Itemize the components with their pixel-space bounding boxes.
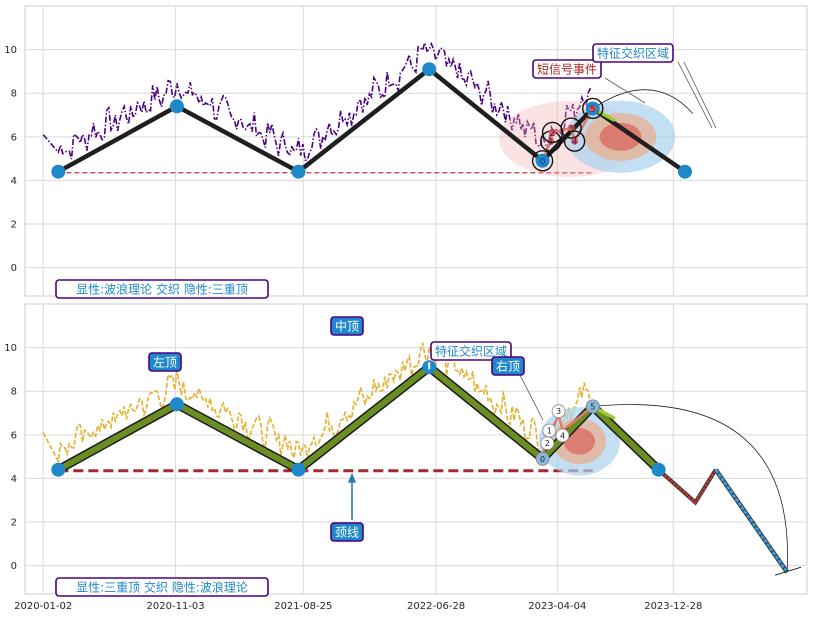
- wave-node: [169, 397, 184, 412]
- signal-label: 3: [556, 407, 561, 416]
- signal-ring: [555, 428, 570, 443]
- projection-red: [657, 468, 717, 505]
- signal-label: 5: [590, 105, 596, 115]
- right-top-annotation-box: [491, 356, 525, 376]
- wave-node: [291, 462, 306, 477]
- zone-arc: [592, 89, 694, 114]
- signal-ring: [563, 130, 586, 152]
- price-series-line: [42, 39, 592, 162]
- footer-label-box: [55, 279, 269, 299]
- x-tick-label: 2021-08-25: [274, 601, 332, 612]
- projection-blue: [714, 468, 789, 574]
- short-signal-annotation-box: [532, 59, 602, 79]
- signal-dot: [567, 124, 575, 132]
- annotation-pointer: [604, 77, 646, 104]
- x-axis: 2020-01-02 2020-11-03 2021-08-25 2022-06-28…: [14, 601, 702, 612]
- feature-zone-ellipse: [599, 122, 642, 151]
- projection-tick: [774, 566, 802, 576]
- y-tick-label: 8: [11, 89, 17, 100]
- y-tick-label: 2: [11, 518, 17, 529]
- x-tick-label: 2023-12-28: [644, 601, 702, 612]
- y-tick-label: 0: [11, 561, 17, 572]
- signal-ring: [585, 399, 600, 414]
- signal-dot: [589, 104, 597, 112]
- x-tick-label: 2020-11-03: [147, 601, 205, 612]
- signal-label: 4: [572, 138, 578, 148]
- y-tick-label: 10: [4, 45, 17, 56]
- wave-node: [291, 164, 306, 179]
- y-tick-label: 4: [11, 474, 17, 485]
- wave-node: [651, 462, 666, 477]
- signal-ring: [551, 404, 566, 419]
- signal-label: 0: [540, 157, 546, 167]
- signal-ring: [582, 97, 604, 120]
- price-series-line: [42, 342, 592, 465]
- feature-zone-annotation: 特征交织区域: [597, 46, 669, 61]
- plot-frame: [24, 5, 808, 297]
- wave-node: [535, 153, 550, 168]
- short-signal-annotation: 短信号事件: [537, 63, 597, 77]
- left-top-annotation: 左顶: [153, 355, 177, 370]
- signal-ring: [531, 150, 554, 172]
- signal-label: 2: [545, 439, 550, 448]
- y-tick-label: 0: [11, 263, 17, 274]
- middle-top-annotation-box: [330, 316, 364, 336]
- neckline-annotation-box: [330, 522, 364, 542]
- projection-arc: [592, 404, 788, 573]
- neckline-arrowhead: [348, 472, 356, 483]
- y-tick-label: 2: [11, 220, 17, 231]
- feature-zone-annotation: 特征交织区域: [435, 344, 507, 359]
- wave-node: [677, 164, 692, 179]
- y-tick-label: 6: [11, 132, 17, 143]
- footer-label: 显性:三重顶 交织 隐性:波浪理论: [76, 580, 248, 595]
- x-tick-label: 2022-06-28: [407, 601, 465, 612]
- y-tick-label: 8: [11, 387, 17, 398]
- left-top-annotation-box: [148, 352, 182, 372]
- signal-label: 1: [547, 426, 552, 435]
- annotation-pointer: [677, 61, 713, 129]
- footer-label: 显性:波浪理论 交织 隐性:三重顶: [76, 282, 248, 297]
- signal-label: 2: [550, 129, 556, 139]
- y-tick-label: 4: [11, 176, 17, 187]
- neckline-annotation: 颈线: [335, 526, 359, 540]
- middle-top-annotation: 中顶: [335, 319, 359, 334]
- signal-dot: [549, 128, 557, 136]
- wave-node: [169, 99, 184, 114]
- feature-zone-annotation-box: [430, 341, 512, 361]
- signal-ring: [560, 117, 582, 139]
- y-tick-label: 6: [11, 430, 17, 441]
- wave-node: [51, 462, 66, 477]
- feature-zone-annotation-box: [592, 43, 674, 63]
- signal-label: 4: [560, 431, 565, 440]
- wave-node: [422, 62, 437, 77]
- wave-node: [51, 164, 66, 179]
- signal-ring: [540, 436, 555, 451]
- signal-label: 3: [568, 125, 574, 135]
- signal-label: 5: [590, 402, 595, 411]
- right-top-annotation: 右顶: [496, 359, 520, 374]
- y-tick-label: 10: [4, 343, 17, 354]
- annotation-pointer: [683, 61, 717, 129]
- signal-label: 0: [540, 455, 545, 464]
- signal-dot: [571, 137, 579, 145]
- annotation-pointer: [519, 374, 544, 421]
- signal-ring: [535, 451, 550, 466]
- x-tick-label: 2020-01-02: [14, 601, 72, 612]
- footer-label-box: [55, 577, 269, 597]
- x-tick-label: 2023-04-04: [528, 601, 586, 612]
